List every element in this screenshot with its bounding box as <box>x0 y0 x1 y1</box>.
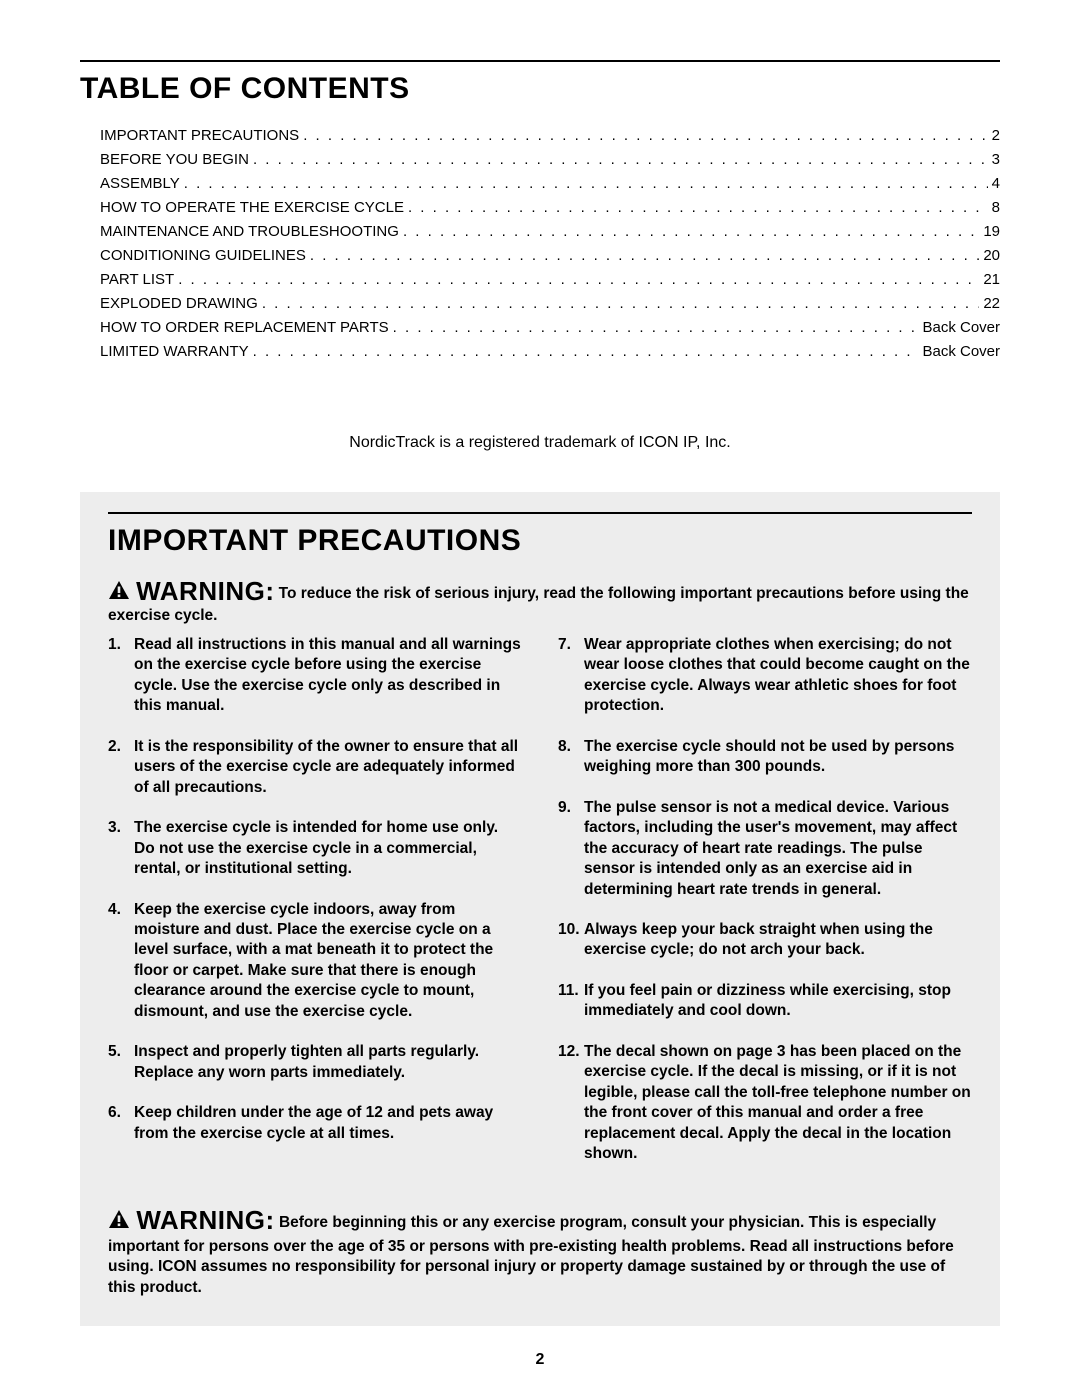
toc-dots <box>408 196 988 220</box>
document-page: TABLE OF CONTENTS IMPORTANT PRECAUTIONS 2… <box>0 0 1080 1397</box>
toc-page: 22 <box>983 292 1000 316</box>
warning-icon <box>108 1209 130 1235</box>
bottom-warning: WARNING: Before beginning this or any ex… <box>108 1203 972 1299</box>
precaution-item: Inspect and properly tighten all parts r… <box>108 1042 522 1083</box>
toc-page: 2 <box>992 124 1000 148</box>
toc-label: IMPORTANT PRECAUTIONS <box>100 124 299 148</box>
toc-label: BEFORE YOU BEGIN <box>100 148 249 172</box>
toc-page: 3 <box>992 148 1000 172</box>
toc-title: TABLE OF CONTENTS <box>80 72 1000 106</box>
toc-dots <box>403 220 979 244</box>
toc-page: 20 <box>983 244 1000 268</box>
toc-label: HOW TO OPERATE THE EXERCISE CYCLE <box>100 196 404 220</box>
toc-row: HOW TO ORDER REPLACEMENT PARTS Back Cover <box>100 316 1000 340</box>
warning-icon <box>108 580 130 604</box>
precaution-item: Keep the exercise cycle indoors, away fr… <box>108 900 522 1023</box>
warning-intro: WARNING: To reduce the risk of serious i… <box>108 576 972 625</box>
precaution-item: The decal shown on page 3 has been place… <box>558 1042 972 1165</box>
precautions-list-right: Wear appropriate clothes when exercising… <box>558 635 972 1165</box>
toc-row: ASSEMBLY 4 <box>100 172 1000 196</box>
toc-row: CONDITIONING GUIDELINES 20 <box>100 244 1000 268</box>
top-rule <box>80 60 1000 62</box>
precaution-item: The exercise cycle should not be used by… <box>558 737 972 778</box>
toc-page: 8 <box>992 196 1000 220</box>
toc-label: PART LIST <box>100 268 174 292</box>
toc-dots <box>184 172 988 196</box>
precautions-columns: Read all instructions in this manual and… <box>108 635 972 1185</box>
toc-row: PART LIST 21 <box>100 268 1000 292</box>
precautions-list-left: Read all instructions in this manual and… <box>108 635 522 1144</box>
toc-row: LIMITED WARRANTY Back Cover <box>100 340 1000 364</box>
precaution-item: It is the responsibility of the owner to… <box>108 737 522 798</box>
toc-label: ASSEMBLY <box>100 172 180 196</box>
toc-row: BEFORE YOU BEGIN 3 <box>100 148 1000 172</box>
precaution-item: Read all instructions in this manual and… <box>108 635 522 717</box>
toc-label: MAINTENANCE AND TROUBLESHOOTING <box>100 220 399 244</box>
toc-dots <box>253 340 919 364</box>
precaution-item: If you feel pain or dizziness while exer… <box>558 981 972 1022</box>
toc-label: LIMITED WARRANTY <box>100 340 249 364</box>
precautions-left-column: Read all instructions in this manual and… <box>108 635 522 1185</box>
precaution-item: The pulse sensor is not a medical device… <box>558 798 972 900</box>
precaution-item: Keep children under the age of 12 and pe… <box>108 1103 522 1144</box>
toc-dots <box>303 124 987 148</box>
toc-page: 19 <box>983 220 1000 244</box>
toc-label: HOW TO ORDER REPLACEMENT PARTS <box>100 316 389 340</box>
toc-dots <box>262 292 980 316</box>
toc-dots <box>253 148 988 172</box>
toc-row: HOW TO OPERATE THE EXERCISE CYCLE 8 <box>100 196 1000 220</box>
toc-row: EXPLODED DRAWING 22 <box>100 292 1000 316</box>
toc-page: Back Cover <box>922 316 1000 340</box>
page-number: 2 <box>0 1351 1080 1369</box>
precaution-item: Wear appropriate clothes when exercising… <box>558 635 972 717</box>
toc-label: CONDITIONING GUIDELINES <box>100 244 306 268</box>
toc-dots <box>310 244 979 268</box>
warning-word: WARNING: <box>136 576 274 606</box>
important-precautions-section: IMPORTANT PRECAUTIONS WARNING: To reduce… <box>80 492 1000 1326</box>
precautions-rule <box>108 512 972 514</box>
precaution-item: Always keep your back straight when usin… <box>558 920 972 961</box>
warning-word: WARNING: <box>136 1205 274 1235</box>
precautions-right-column: Wear appropriate clothes when exercising… <box>558 635 972 1185</box>
precautions-title: IMPORTANT PRECAUTIONS <box>108 524 972 558</box>
toc-dots <box>178 268 979 292</box>
toc-page: 21 <box>983 268 1000 292</box>
toc-row: MAINTENANCE AND TROUBLESHOOTING 19 <box>100 220 1000 244</box>
precaution-item: The exercise cycle is intended for home … <box>108 818 522 879</box>
toc-label: EXPLODED DRAWING <box>100 292 258 316</box>
table-of-contents: IMPORTANT PRECAUTIONS 2 BEFORE YOU BEGIN 3… <box>100 124 1000 364</box>
toc-page: Back Cover <box>922 340 1000 364</box>
trademark-notice: NordicTrack is a registered trademark of… <box>80 434 1000 452</box>
toc-page: 4 <box>992 172 1000 196</box>
toc-row: IMPORTANT PRECAUTIONS 2 <box>100 124 1000 148</box>
toc-dots <box>393 316 919 340</box>
